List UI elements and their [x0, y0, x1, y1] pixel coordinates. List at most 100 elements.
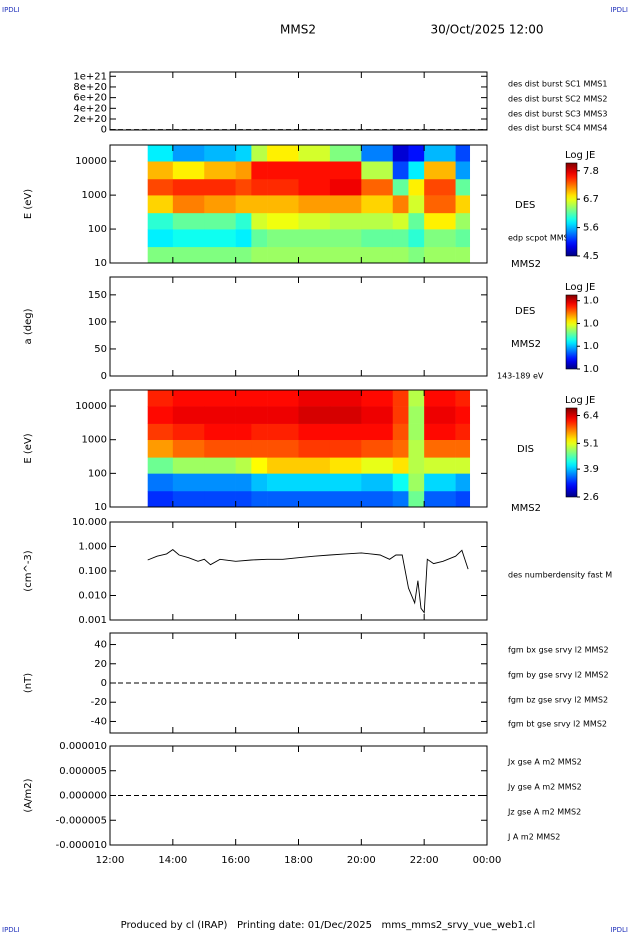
x-tick-label: 18:00 — [284, 855, 313, 866]
panel-frame — [109, 276, 488, 377]
heatmap-cell — [408, 406, 425, 424]
heatmap-cell — [172, 473, 205, 492]
heatmap-cell — [424, 145, 456, 162]
heatmap-cell — [455, 439, 471, 458]
panel-frame — [109, 521, 488, 621]
colorbar-tick-label: 1.0 — [583, 364, 599, 375]
heatmap-cell — [361, 145, 394, 162]
heatmap-cell — [329, 423, 362, 441]
heatmap-cell — [361, 457, 394, 474]
heatmap-cell — [298, 457, 331, 474]
heatmap-cell — [147, 178, 174, 196]
heatmap-cell — [172, 178, 205, 196]
colorbar — [565, 407, 578, 498]
heatmap-cell — [455, 161, 471, 180]
heatmap-cell — [251, 178, 268, 196]
colorbar-tick-label: 6.7 — [583, 194, 599, 205]
heatmap-cell — [361, 178, 394, 196]
plot-date: 30/Oct/2025 12:00 — [430, 23, 543, 37]
heatmap-cell — [298, 473, 331, 492]
heatmap-cell — [361, 390, 394, 407]
heatmap-cell — [408, 195, 425, 214]
heatmap-cell — [267, 490, 299, 508]
heatmap-cell — [251, 212, 268, 230]
colorbar — [565, 294, 578, 370]
heatmap-cell — [408, 423, 425, 441]
y-tick-label: 10.000 — [72, 517, 107, 528]
y-tick-label: 20 — [94, 659, 107, 670]
heatmap-cell — [361, 473, 394, 492]
heatmap-cell — [392, 423, 409, 441]
heatmap-cell — [424, 161, 456, 180]
logo-text: IPDLI — [610, 926, 628, 934]
heatmap-cell — [424, 390, 456, 407]
x-tick-label: 22:00 — [410, 855, 439, 866]
legend-entry: J A m2 MMS2 — [507, 833, 560, 842]
heatmap-cell — [204, 161, 236, 180]
heatmap-cell — [172, 246, 205, 264]
y-tick-label: 0.100 — [78, 566, 107, 577]
heatmap-cell — [408, 178, 425, 196]
heatmap-cell — [298, 178, 331, 196]
heatmap-cell — [329, 406, 362, 424]
heatmap-cell — [172, 161, 205, 180]
heatmap-cell — [455, 246, 471, 264]
heatmap-cell — [392, 178, 409, 196]
y-tick-label: -0.000005 — [56, 815, 107, 826]
colorbar-tick-label: 2.6 — [583, 492, 599, 503]
heatmap-cell — [172, 195, 205, 214]
heatmap-cell — [235, 178, 252, 196]
y-tick-label: 0.010 — [78, 591, 107, 602]
y-tick-label: 100 — [88, 317, 107, 328]
y-tick-label: 0.000010 — [59, 741, 107, 752]
heatmap-cell — [147, 473, 174, 492]
heatmap-cell — [251, 229, 268, 248]
annotation: MMS2 — [511, 259, 541, 270]
heatmap-cell — [235, 406, 252, 424]
heatmap-cell — [267, 246, 299, 264]
heatmap-cell — [361, 246, 394, 264]
heatmap-cell — [267, 473, 299, 492]
heatmap-cell — [392, 439, 409, 458]
heatmap-cell — [147, 212, 174, 230]
legend-entry: des dist burst SC3 MMS3 — [508, 110, 607, 119]
heatmap-cell — [147, 246, 174, 264]
heatmap-cell — [235, 390, 252, 407]
heatmap-cell — [204, 457, 236, 474]
x-tick-label: 16:00 — [221, 855, 250, 866]
heatmap-cell — [455, 490, 471, 508]
panel: -0.000010 -0.000005 0.000000 0.000005 0.0000… — [23, 741, 582, 866]
colorbar-tick-label: 5.1 — [583, 438, 599, 449]
heatmap-cell — [251, 457, 268, 474]
y-tick-label: 1e+21 — [73, 71, 107, 82]
logo-text: IPDLI — [2, 6, 20, 14]
y-tick-label: 8e+20 — [73, 82, 107, 93]
heatmap-cell — [147, 490, 174, 508]
heatmap-cell — [329, 457, 362, 474]
heatmap-cell — [329, 473, 362, 492]
heatmap-cell — [172, 457, 205, 474]
heatmap-cell — [455, 406, 471, 424]
heatmap-cell — [204, 439, 236, 458]
heatmap-cell — [408, 145, 425, 162]
annotation: MMS2 — [511, 503, 541, 514]
heatmap-cell — [251, 246, 268, 264]
heatmap-cell — [424, 439, 456, 458]
colorbar-tick-label: 3.9 — [583, 464, 599, 475]
heatmap-cell — [251, 195, 268, 214]
y-tick-label: 150 — [88, 290, 107, 301]
x-tick-label: 00:00 — [473, 855, 502, 866]
heatmap-cell — [147, 229, 174, 248]
heatmap-cell — [235, 212, 252, 230]
heatmap-cell — [298, 246, 331, 264]
legend-entry: des numberdensity fast M — [508, 571, 612, 580]
annotation: DES — [515, 200, 535, 211]
heatmap-cell — [172, 145, 205, 162]
panel: 10 100 1000 10000 E (eV) DES edp scpot MMS2 MMS… — [23, 144, 599, 270]
heatmap-cell — [147, 195, 174, 214]
heatmap-cell — [298, 212, 331, 230]
plot-title: MMS2 — [280, 23, 316, 37]
y-tick-label: 0 — [101, 371, 107, 382]
